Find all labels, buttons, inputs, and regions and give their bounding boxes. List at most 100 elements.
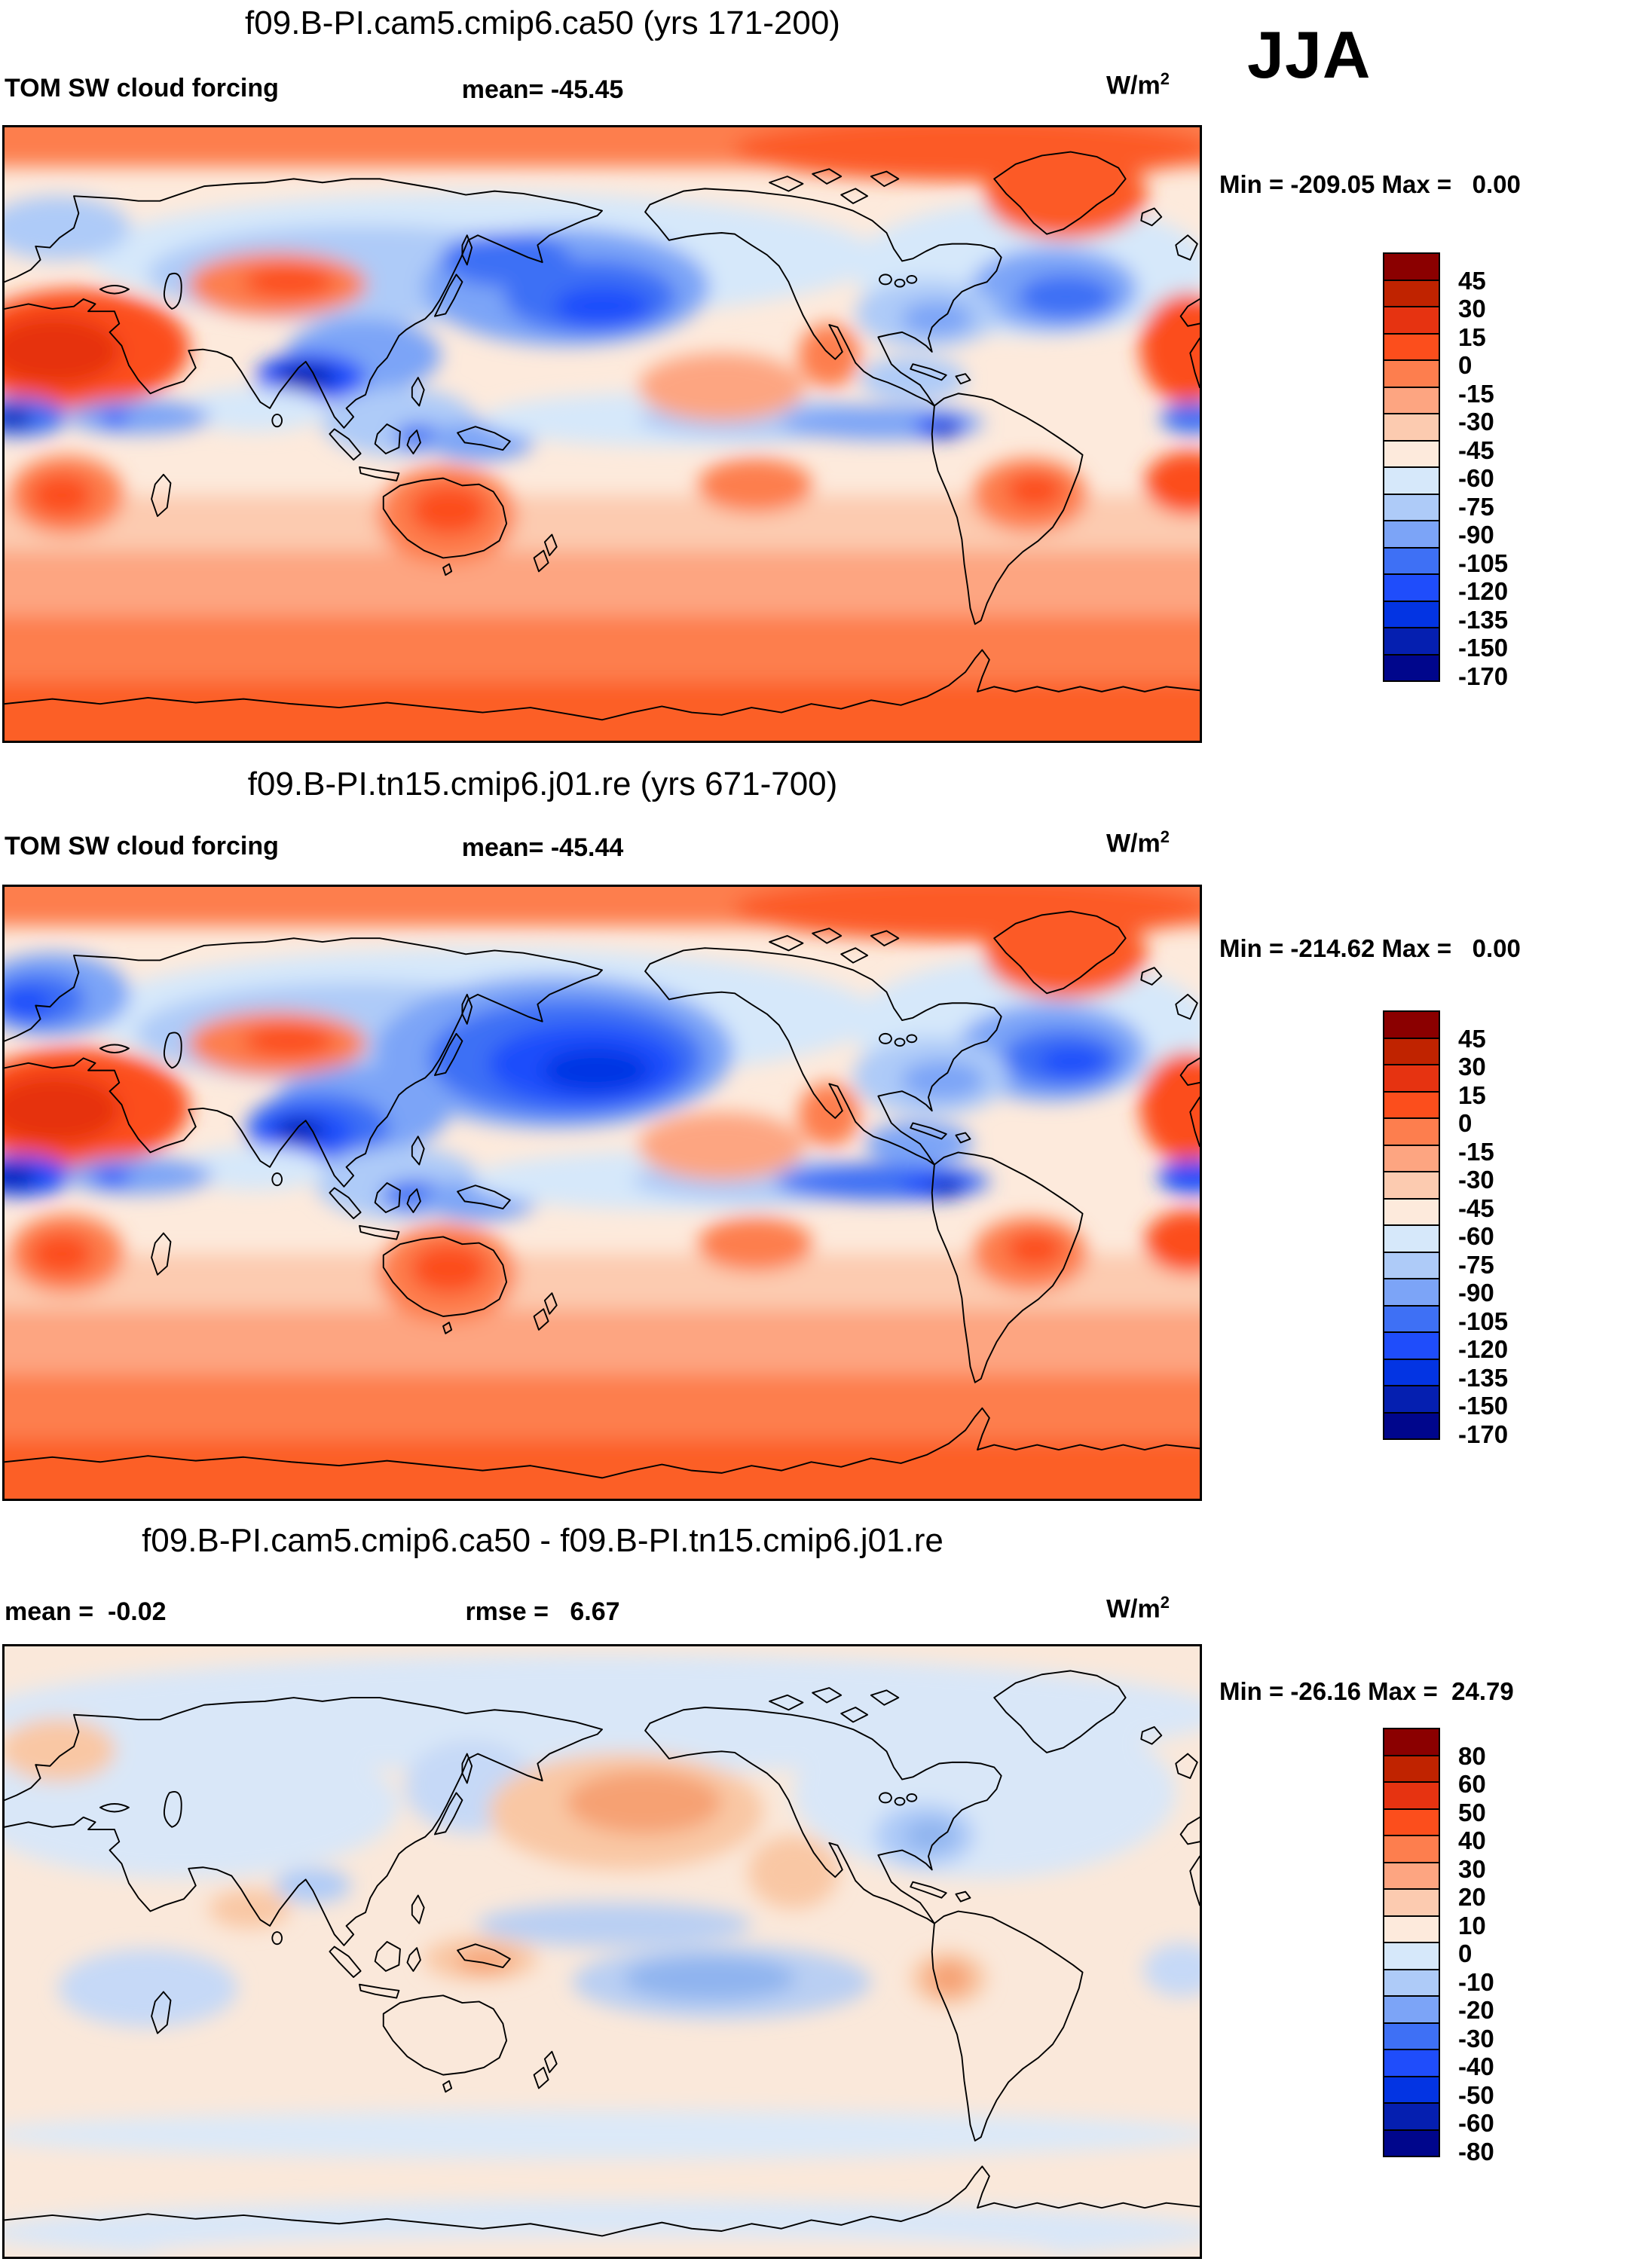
colorbar-tick-label: -105 [1458,549,1509,577]
colorbar-tick-label: -150 [1458,634,1509,662]
colorbar-difference: 80 60 50 40 30 20 10 0 -10 -20 -30 -40 -50 -60 -80 [1383,1728,1624,2183]
colorbar-cell [1383,546,1440,575]
panel1-mean: mean= -45.45 [461,75,624,104]
colorbar-cell [1383,1915,1440,1943]
colorbar-tick-label: -80 [1458,2137,1494,2166]
colorbar-cell [1383,653,1440,682]
colorbar-tick-label: 10 [1458,1911,1486,1939]
colorbar-cell [1383,1331,1440,1360]
colorbar-tick-label: -60 [1458,2109,1494,2137]
colorbar-cell [1383,1010,1440,1039]
map-case2-svg [5,887,1200,1499]
panel3-minmax: Min = -26.16 Max = 24.79 [1219,1677,1514,1705]
colorbar-labels: 80 60 50 40 30 20 10 0 -10 -20 -30 -40 -50 -60 -80 [1458,1728,1624,2180]
colorbar-tick-label: -170 [1458,1420,1509,1448]
colorbar-tick-label: 50 [1458,1798,1486,1826]
map-case1-svg [5,127,1200,741]
map-difference [2,1644,1202,2259]
colorbar-tick-label: -30 [1458,1166,1494,1194]
colorbar-tick-label: 20 [1458,1883,1486,1911]
season-label: JJA [1247,17,1372,92]
colorbar-cells [1383,252,1440,682]
map-difference-svg [5,1646,1200,2257]
colorbar-tick-label: -135 [1458,1363,1509,1392]
panel2-units: W/m2 [1106,827,1170,858]
panel2-mean: mean= -45.44 [461,833,624,862]
colorbar-tick-label: 40 [1458,1826,1486,1854]
colorbar-cell [1383,1385,1440,1414]
colorbar-tick-label: 0 [1458,1939,1473,1967]
colorbar-tick-label: -50 [1458,2080,1494,2109]
colorbar-tick-label: -45 [1458,436,1494,464]
colorbar-tick-label: -15 [1458,379,1494,408]
colorbar-cell [1383,386,1440,414]
map-case1 [2,125,1202,743]
colorbar-tick-label: -20 [1458,1996,1494,2024]
colorbar-tick-label: -40 [1458,2053,1494,2080]
colorbar-tick-label: 0 [1458,1109,1473,1137]
colorbar-cell [1383,1835,1440,1863]
colorbar-cell [1383,439,1440,468]
colorbar-tick-label: -170 [1458,662,1509,690]
panel3-mean: mean = -0.02 [5,1597,167,1626]
colorbar-tick-label: -15 [1458,1137,1494,1166]
colorbar-cell [1383,2022,1440,2050]
panel2-minmax: Min = -214.62 Max = 0.00 [1219,934,1521,962]
colorbar-case1: 45 30 15 0 -15 -30 -45 -60 -75 -90 -105 -120 -135 -15… [1383,252,1624,708]
colorbar-cell [1383,2049,1440,2077]
colorbar-cell [1383,1968,1440,1997]
colorbar-cell [1383,1251,1440,1279]
panel2-title: f09.B-PI.tn15.cmip6.j01.re (yrs 671-700) [247,766,838,802]
colorbar-cell [1383,1411,1440,1440]
colorbar-cell [1383,332,1440,361]
panel1-units: W/m2 [1106,69,1170,100]
colorbar-tick-label: -60 [1458,1222,1494,1250]
colorbar-tick-label: -105 [1458,1307,1509,1335]
panel3-units: W/m2 [1106,1593,1170,1624]
colorbar-tick-label: -135 [1458,605,1509,634]
colorbar-tick-label: 15 [1458,322,1486,351]
colorbar-tick-label: -120 [1458,577,1509,605]
colorbar-cell [1383,493,1440,521]
colorbar-cell [1383,306,1440,335]
colorbar-tick-label: 15 [1458,1081,1486,1109]
colorbar-tick-label: 30 [1458,295,1486,322]
colorbar-labels: 45 30 15 0 -15 -30 -45 -60 -75 -90 -105 -120 -135 -15… [1458,252,1624,705]
colorbar-cell [1383,2102,1440,2131]
colorbar-cell [1383,1728,1440,1756]
colorbar-tick-label: -60 [1458,464,1494,492]
colorbar-cell [1383,1358,1440,1386]
colorbar-cell [1383,1304,1440,1333]
colorbar-cell [1383,1224,1440,1253]
colorbar-cell [1383,520,1440,549]
map-case2 [2,885,1202,1501]
colorbar-cells [1383,1728,1440,2157]
colorbar-cell [1383,1861,1440,1890]
panel3-title: f09.B-PI.cam5.cmip6.ca50 - f09.B-PI.tn15… [142,1522,943,1559]
colorbar-cell [1383,252,1440,281]
colorbar-tick-label: 30 [1458,1053,1486,1081]
colorbar-cell [1383,1197,1440,1226]
colorbar-tick-label: 30 [1458,1854,1486,1883]
colorbar-cell [1383,1037,1440,1065]
colorbar-tick-label: -90 [1458,1279,1494,1307]
field-difference [5,1655,1200,2257]
colorbar-cell [1383,2129,1440,2157]
colorbar-tick-label: -10 [1458,1967,1494,1996]
colorbar-cell [1383,1090,1440,1119]
colorbar-tick-label: -30 [1458,408,1494,436]
colorbar-cell [1383,627,1440,656]
panel3-rmse: rmse = 6.67 [465,1597,620,1626]
panel2-variable-label: TOM SW cloud forcing [5,832,279,860]
colorbar-cell [1383,1781,1440,1810]
panel1-variable-label: TOM SW cloud forcing [5,74,279,102]
colorbar-cell [1383,1064,1440,1093]
colorbar-tick-label: 60 [1458,1770,1486,1798]
colorbar-tick-label: 45 [1458,266,1486,295]
colorbar-cell [1383,1278,1440,1307]
colorbar-cell [1383,1754,1440,1783]
colorbar-cell [1383,279,1440,307]
colorbar-cell [1383,573,1440,602]
colorbar-cell [1383,1888,1440,1917]
